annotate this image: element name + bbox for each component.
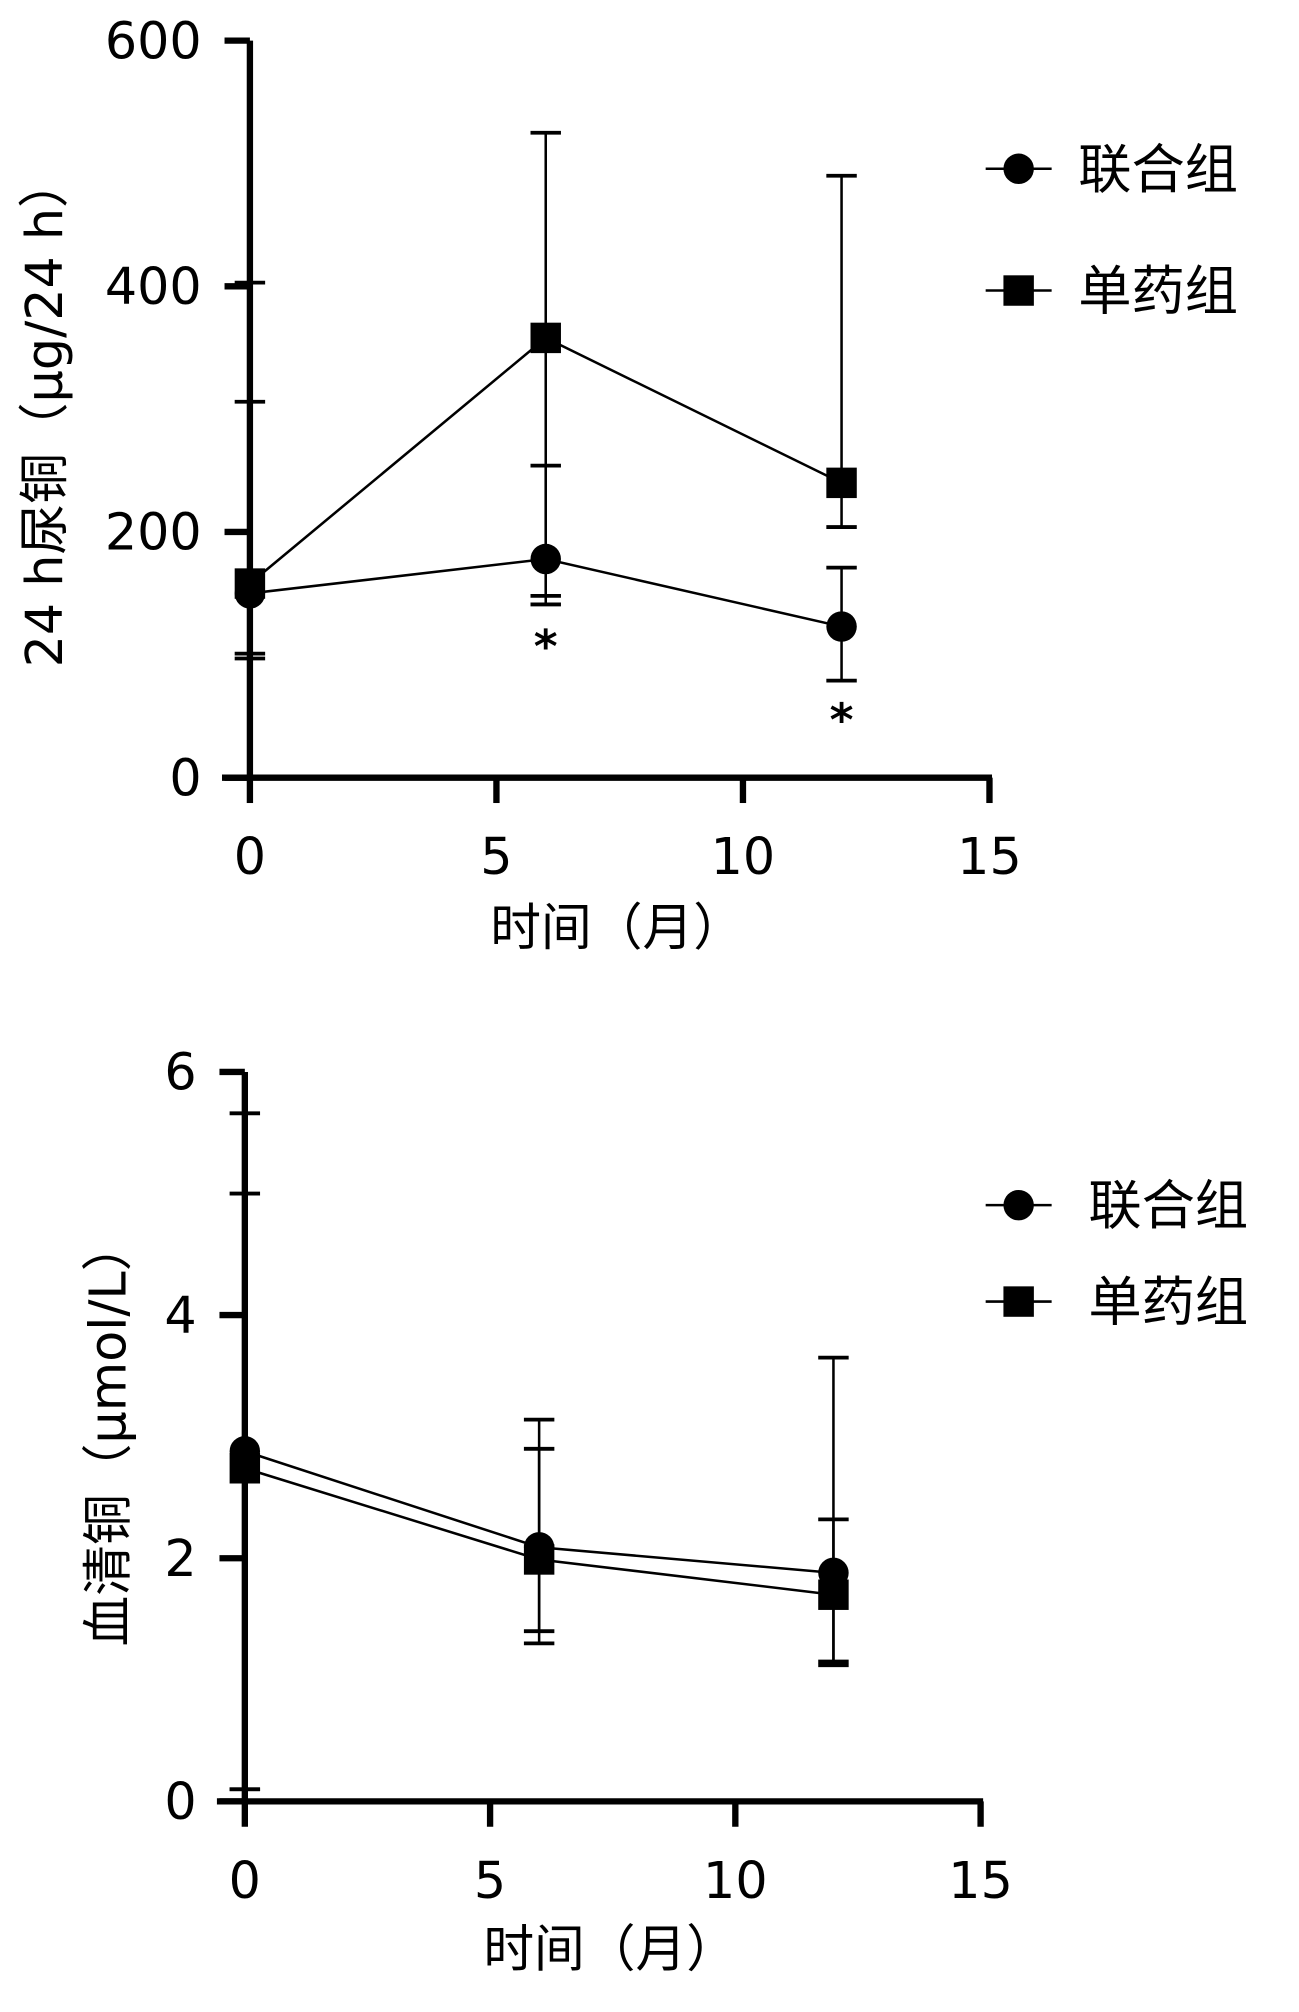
x-tick-label: 10	[711, 827, 776, 886]
y-tick-label: 600	[105, 11, 202, 70]
y-axis-title: 血清铜（μmol/L）	[79, 1221, 138, 1647]
legend-label: 单药组	[1078, 261, 1238, 323]
y-tick-label: 0	[169, 748, 201, 807]
y-tick-label: 4	[164, 1286, 196, 1345]
y-axis-title: 24 h尿铜（μg/24 h）	[15, 157, 74, 667]
y-tick-label: 400	[105, 257, 202, 316]
x-tick-label: 15	[948, 1851, 1013, 1910]
x-tick-label: 0	[234, 827, 266, 886]
x-axis-title: 时间（月）	[483, 1919, 737, 1978]
legend-circle-icon	[1003, 153, 1034, 184]
y-tick-label: 200	[105, 503, 202, 562]
significance-marker: *	[830, 693, 854, 746]
data-point-square	[523, 1544, 555, 1575]
legend-square-icon	[1003, 275, 1034, 306]
legend-label: 单药组	[1088, 1272, 1248, 1334]
y-tick-label: 0	[164, 1772, 196, 1831]
x-axis-title: 时间（月）	[490, 898, 744, 957]
legend-circle-icon	[1003, 1189, 1034, 1221]
x-tick-label: 15	[957, 827, 1022, 886]
x-tick-label: 5	[474, 1851, 506, 1910]
legend-square-icon	[1003, 1286, 1034, 1317]
data-point-square	[530, 322, 561, 354]
data-point-square	[826, 467, 857, 499]
y-tick-label: 6	[164, 1043, 196, 1102]
significance-marker: *	[534, 620, 558, 673]
x-tick-label: 5	[480, 827, 512, 886]
data-point-square	[229, 1453, 261, 1484]
x-tick-label: 10	[703, 1851, 768, 1910]
data-point-square	[234, 568, 266, 599]
legend-label: 联合组	[1078, 139, 1238, 201]
data-point-circle	[826, 611, 857, 642]
y-tick-label: 2	[164, 1529, 196, 1588]
data-point-square	[818, 1579, 849, 1610]
x-tick-label: 0	[229, 1851, 261, 1910]
legend-label: 联合组	[1088, 1175, 1248, 1237]
urine-copper-chart: 0 200 400 600 0 5 10 15 时间（月） 24 h尿铜（μg/24 h） 联合组单…	[15, 11, 1238, 957]
